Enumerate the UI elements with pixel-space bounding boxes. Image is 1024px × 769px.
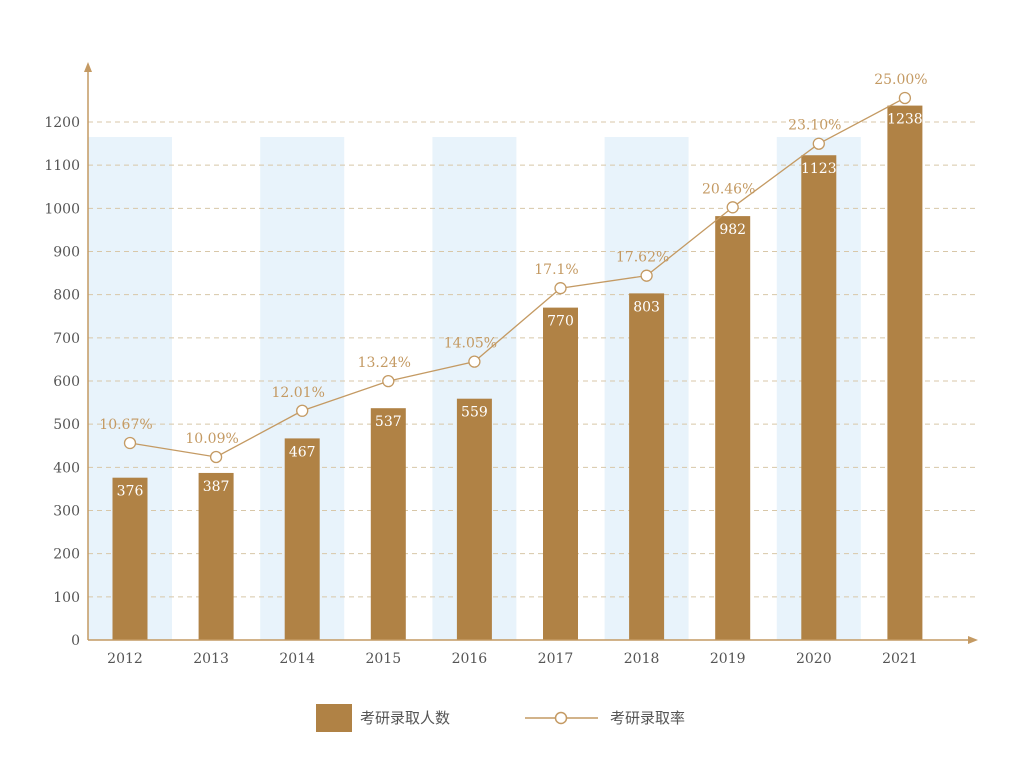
bar (887, 105, 923, 640)
rate-data-label: 12.01% (272, 385, 325, 401)
y-tick-label: 800 (53, 288, 80, 304)
x-tick-label: 2021 (882, 651, 918, 667)
bar-data-label: 387 (203, 479, 230, 495)
rate-point (898, 91, 912, 105)
y-tick-label: 1200 (44, 115, 80, 131)
y-tick-label: 500 (53, 417, 80, 433)
rate-data-label: 14.05% (444, 336, 497, 352)
y-tick-label: 900 (53, 245, 80, 261)
x-tick-label: 2018 (624, 651, 660, 667)
rate-data-label: 17.62% (616, 250, 669, 266)
bar-data-label: 803 (633, 299, 660, 315)
rate-point (726, 201, 739, 214)
y-tick-label: 0 (71, 633, 80, 649)
x-tick-label: 2017 (538, 651, 574, 667)
rate-point (812, 137, 825, 150)
bar-data-label: 467 (289, 444, 316, 460)
rate-data-label: 10.67% (99, 417, 152, 433)
rate-data-label: 25.00% (874, 72, 927, 88)
bar-data-label: 982 (719, 222, 746, 238)
y-axis-arrow-icon (84, 62, 92, 72)
bar (715, 216, 751, 640)
bar (370, 408, 406, 640)
legend-line-label: 考研录取率 (610, 709, 685, 727)
x-tick-label: 2020 (796, 651, 832, 667)
bar-data-label: 1123 (801, 161, 837, 177)
bar-data-label: 1238 (887, 112, 923, 128)
legend-line-marker (554, 711, 568, 725)
x-tick-label: 2012 (107, 651, 143, 667)
rate-data-label: 13.24% (358, 355, 411, 371)
rate-data-label: 17.1% (534, 262, 578, 278)
bar-data-label: 770 (547, 314, 574, 330)
rate-point (554, 282, 567, 295)
bar-data-label: 537 (375, 414, 402, 430)
rate-data-label: 20.46% (702, 181, 755, 197)
x-tick-label: 2016 (452, 651, 488, 667)
bar-data-label: 559 (461, 405, 488, 421)
x-axis-arrow-icon (968, 636, 978, 644)
rate-point (123, 436, 137, 450)
rate-point (640, 269, 653, 282)
bar (543, 307, 578, 640)
y-tick-label: 100 (53, 590, 80, 606)
y-tick-label: 600 (53, 374, 80, 390)
y-tick-label: 300 (53, 504, 80, 520)
y-tick-label: 1100 (44, 158, 80, 174)
bar (198, 472, 234, 640)
bar (284, 438, 320, 640)
legend-bar-label: 考研录取人数 (360, 709, 450, 727)
rate-point (209, 450, 223, 464)
bar (629, 293, 665, 640)
x-tick-label: 2019 (710, 651, 746, 667)
y-tick-label: 1000 (44, 201, 80, 217)
bar (456, 398, 492, 640)
bar-data-label: 376 (117, 484, 144, 500)
bar (801, 155, 837, 640)
rate-line (129, 97, 906, 458)
bar (112, 477, 148, 640)
rate-point (382, 374, 395, 388)
y-tick-label: 700 (53, 331, 80, 347)
y-tick-label: 200 (53, 547, 80, 563)
y-tick-label: 400 (53, 460, 80, 476)
x-tick-label: 2013 (193, 651, 229, 667)
x-tick-label: 2015 (365, 651, 401, 667)
rate-data-label: 10.09% (185, 431, 238, 447)
legend-bar-swatch (316, 704, 352, 732)
x-tick-label: 2014 (279, 651, 315, 667)
rate-point (296, 404, 309, 417)
rate-data-label: 23.10% (788, 118, 841, 134)
rate-point (468, 355, 481, 368)
